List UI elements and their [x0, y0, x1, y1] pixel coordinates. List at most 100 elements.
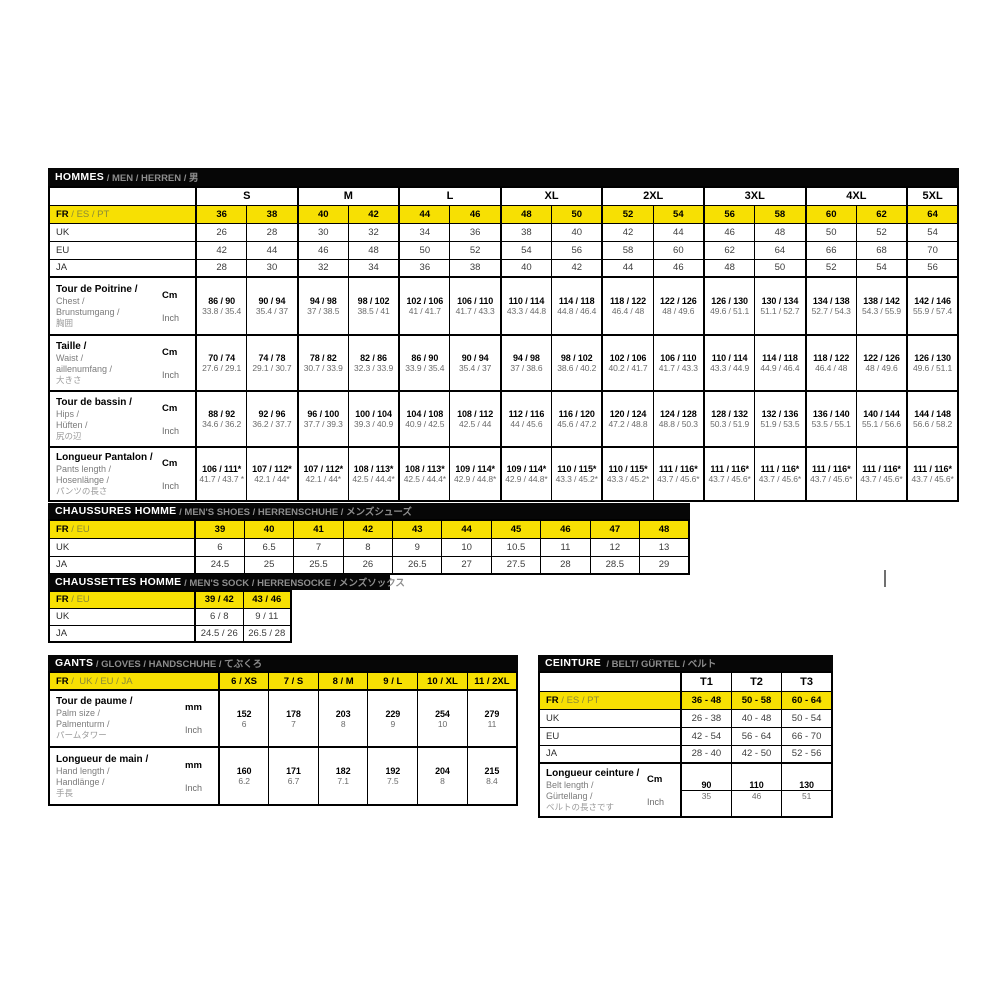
imperial-value: 43.7 / 45.6* [758, 474, 802, 484]
men-measure-cell: 108 / 113* 42.5 / 44.4* [347, 446, 400, 502]
men-size-header-cell: 60 [804, 204, 857, 224]
men-value-cell: 32 [296, 258, 349, 278]
shoes-value-cell: 27.5 [490, 555, 542, 575]
men-measure-cell: 142 / 146 55.9 / 57.4 [906, 276, 959, 336]
men-measure-cell: 74 / 78 29.1 / 30.7 [246, 334, 299, 392]
men-size-header-cell: 62 [855, 204, 908, 224]
metric-value: 78 / 82 [309, 353, 337, 363]
metric-value: 111 / 116* [710, 464, 749, 474]
gloves-measure-cell: 171 6.7 [268, 746, 319, 806]
region-label-bold: FR [56, 523, 69, 535]
imperial-value: 11 [487, 718, 497, 729]
measure-subtitle: Belt length / [546, 779, 594, 790]
measure-subtitle: Hand length / [56, 765, 110, 776]
imperial-value: 48.8 / 50.3 [658, 419, 698, 429]
metric-value: 204 [435, 766, 450, 776]
men-value-cell: 44 [246, 240, 299, 260]
unit-top-label: Cm [647, 773, 663, 785]
imperial-value: 8 [440, 776, 445, 786]
metric-value: 114 / 118 [558, 296, 595, 306]
shoes-size-header-cell: 39 [193, 519, 245, 539]
men-value-cell: 28 [246, 222, 299, 242]
imperial-value: 48 / 49.6 [865, 363, 898, 373]
metric-value: 130 / 134 [761, 296, 799, 306]
measure-subtitle: 尻の辺 [56, 430, 82, 441]
shoes-value-cell: 12 [589, 537, 641, 557]
imperial-value: 6.2 [238, 776, 250, 786]
metric-value: 90 / 94 [461, 353, 489, 363]
imperial-value: 42.1 / 44* [305, 474, 342, 484]
men-measure-cell: 128 / 132 50.3 / 51.9 [702, 390, 756, 448]
metric-value: 136 / 140 [812, 409, 850, 419]
table-row: Longueur ceinture / Belt length / Gürtella… [538, 762, 833, 818]
men-measure-cell: 106 / 110 41.7 / 43.3 [449, 276, 502, 336]
belt-value-cell: 56 - 64 [730, 726, 783, 746]
gloves-size-header-cell: 8 / M [317, 671, 369, 691]
metric-value: 111 / 116* [760, 464, 800, 474]
shoes-size-header-cell: 40 [243, 519, 295, 539]
shoes-value-cell: 11 [540, 537, 591, 557]
metric-value: 120 / 124 [609, 409, 647, 419]
imperial-value: 36.2 / 37.7 [252, 419, 292, 429]
measure-subtitle: Palm size / [56, 708, 101, 719]
men-value-cell: 52 [804, 258, 857, 278]
men-size-header-cell: 48 [499, 204, 553, 224]
gloves-measure-cell: 229 9 [367, 689, 419, 748]
imperial-value: 56.6 / 58.2 [913, 419, 953, 429]
gloves-measure-cell: 178 7 [268, 689, 319, 748]
men-value-cell: 62 [702, 240, 756, 260]
men-value-cell: 48 [754, 222, 807, 242]
metric-value: 107 / 112* [252, 464, 292, 474]
men-measure-cell: 110 / 114 43.3 / 44.8 [499, 276, 553, 336]
men-value-cell: 32 [347, 222, 400, 242]
belt-value-cell: 28 - 40 [679, 744, 732, 764]
socks-row-label: UK [48, 607, 196, 626]
metric-value: 118 / 122 [813, 353, 850, 363]
men-measure-cell: 144 / 148 56.6 / 58.2 [906, 390, 959, 448]
imperial-value: 27.6 / 29.1 [202, 363, 242, 373]
measure-subtitle: パームタワー [56, 730, 107, 741]
imperial-value: 7.5 [387, 776, 399, 786]
region-label-bold: FR [56, 675, 69, 687]
men-measure-cell: 70 / 74 27.6 / 29.1 [195, 334, 248, 392]
gloves-measure-cell: 182 7.1 [317, 746, 369, 806]
measure-subtitle: 大きさ [56, 374, 82, 385]
metric-value: 102 / 106 [406, 296, 444, 306]
men-measure-label: Tour de bassin / Hips / Hüften / 尻の辺 Cm Inch [48, 390, 197, 448]
measure-subtitle: パンツの長さ [56, 485, 108, 496]
measure-subtitle: ベルトの長さです [546, 801, 615, 812]
men-size-header-cell: 42 [347, 204, 400, 224]
socks-region-label: FR / EU [48, 590, 196, 609]
men-measure-cell: 107 / 112* 42.1 / 44* [246, 446, 299, 502]
imperial-value: 38.5 / 41 [357, 306, 390, 316]
men-measure-cell: 102 / 106 40.2 / 41.7 [601, 334, 654, 392]
imperial-value: 42.9 / 44.8* [453, 474, 497, 484]
metric-value: 279 [484, 708, 500, 719]
men-measure-cell: 108 / 113* 42.5 / 44.4* [398, 446, 451, 502]
region-label-bold: FR [56, 594, 69, 606]
men-size-group: 3XL [702, 186, 807, 206]
mens-socks-table: CHAUSSETTES HOMME / MEN'S SOCK / HERRENS… [48, 574, 405, 643]
belt-value-cell: 52 - 56 [781, 744, 833, 764]
metric-value: 111 / 116* [913, 464, 952, 474]
metric-value: 110 / 115* [608, 464, 648, 474]
table-row: FR / EU 39 / 42 43 / 46 [48, 590, 292, 609]
men-value-cell: 42 [195, 240, 248, 260]
metric-value: 254 [435, 708, 450, 719]
belt-measure-cell: 130 51 [781, 762, 833, 818]
metric-value: 86 / 90 [208, 296, 236, 306]
imperial-value: 46.4 / 48 [815, 363, 848, 373]
measure-title: Longueur Pantalon / [56, 451, 153, 463]
men-measure-cell: 111 / 116* 43.7 / 45.6* [855, 446, 908, 502]
metric-value: 118 / 122 [609, 296, 647, 306]
men-measure-cell: 120 / 124 47.2 / 48.8 [601, 390, 654, 448]
imperial-value: 46 [732, 789, 781, 801]
belt-size-header: T3 [781, 671, 833, 692]
imperial-value: 33.8 / 35.4 [202, 306, 242, 316]
men-measure-cell: 116 / 120 45.6 / 47.2 [551, 390, 603, 448]
imperial-value: 42.1 / 44* [254, 474, 290, 484]
imperial-value: 51.9 / 53.5 [760, 419, 800, 429]
shoes-value-cell: 28 [540, 555, 591, 575]
